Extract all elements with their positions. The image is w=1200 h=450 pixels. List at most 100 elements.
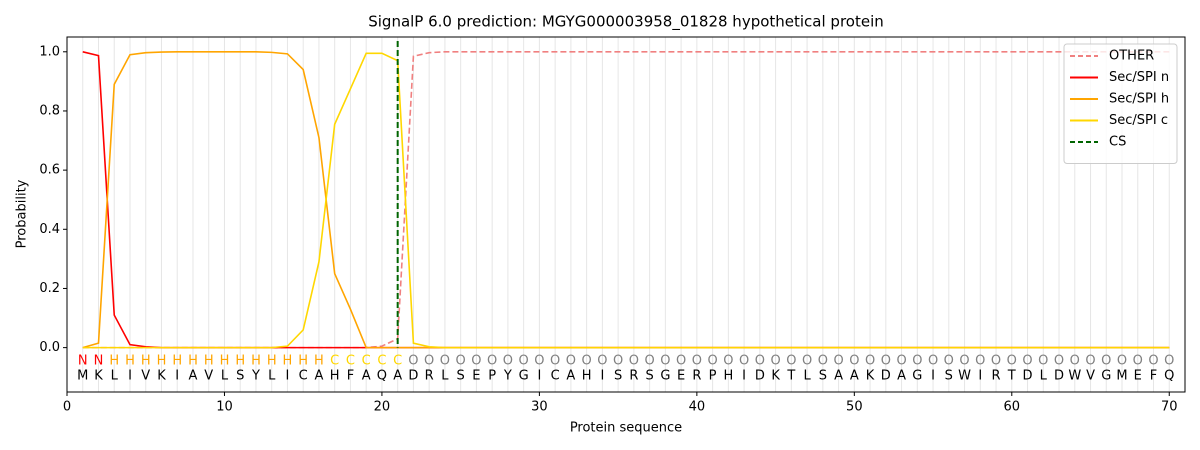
residue: G [1101,369,1111,384]
residue: K [157,369,166,384]
residue-label: H [188,354,198,369]
series-line [82,52,1170,349]
residue-label: O [519,354,529,369]
series-line [82,50,1170,349]
residue-label: O [676,354,686,369]
y-axis-label: Probability [15,179,30,248]
residue-label: O [582,354,592,369]
residue-label: O [1133,354,1143,369]
residue: G [912,369,922,384]
residue: S [645,369,653,384]
residue: L [1040,369,1048,384]
residue: G [660,369,670,384]
legend-label: OTHER [1109,49,1154,64]
residue: D [1054,369,1064,384]
residue-label: O [550,354,560,369]
residue-label: O [503,354,513,369]
residue-label: C [362,354,371,369]
residue-label: O [424,354,434,369]
residue: I [537,369,541,384]
legend: OTHER Sec/SPI n Sec/SPI h Sec/SPI c CS [1063,43,1178,164]
residue-label: O [991,354,1001,369]
residue-label: H [172,354,182,369]
residue-label: C [330,354,339,369]
residue-label: O [645,354,655,369]
residue-label: O [881,354,891,369]
residue: R [692,369,701,384]
residue-label: O [944,354,954,369]
residue: R [992,369,1001,384]
residue-label: O [1007,354,1017,369]
residue: Q [377,369,387,384]
residue: S [945,369,953,384]
residue: A [566,369,575,384]
residue-label: H [125,354,135,369]
residue: Y [251,369,260,384]
residue: L [268,369,276,384]
residue: I [978,369,982,384]
y-tick-label: 0.0 [39,340,60,355]
residue: S [236,369,244,384]
residue: D [755,369,765,384]
y-tick-label: 0.4 [39,222,60,237]
y-tick-label: 0.8 [39,103,60,118]
residue-label: O [959,354,969,369]
residue: L [111,369,119,384]
residue: I [600,369,604,384]
residue: R [629,369,638,384]
residue: D [1023,369,1033,384]
residue-label: O [1054,354,1064,369]
chart-title: SignalP 6.0 prediction: MGYG000003958_01… [368,13,884,32]
y-tick-label: 0.2 [39,281,60,296]
residue-label: N [78,354,88,369]
residue: I [931,369,935,384]
residue-label: O [1164,354,1174,369]
residue-label: O [755,354,765,369]
residue-label: C [393,354,402,369]
residue: K [94,369,103,384]
residue: K [866,369,875,384]
residue: L [441,369,449,384]
x-tick-label: 40 [689,400,706,415]
residue-label: O [471,354,481,369]
residue: F [347,369,354,384]
residue-label: O [566,354,576,369]
residue-label: O [534,354,544,369]
residue: S [614,369,622,384]
residue: T [1007,369,1016,384]
residue: C [551,369,560,384]
x-tick-label: 60 [1004,400,1021,415]
residue: G [519,369,529,384]
residue: M [77,369,88,384]
residue: H [582,369,592,384]
residue-label: O [896,354,906,369]
residue-label: O [707,354,717,369]
residue-label: O [456,354,466,369]
residue-label: O [1101,354,1111,369]
residue: P [488,369,496,384]
residue-label: O [912,354,922,369]
residue-label: H [298,354,308,369]
residue-label: O [613,354,623,369]
residue: L [803,369,811,384]
residue: V [1086,369,1095,384]
x-axis-label: Protein sequence [570,421,682,436]
residue-label: O [786,354,796,369]
residue: A [314,369,323,384]
residue: E [472,369,480,384]
residue-label: O [865,354,875,369]
residue-label: O [597,354,607,369]
residue: V [204,369,213,384]
residue: A [189,369,198,384]
residue-label: O [660,354,670,369]
residue: F [1150,369,1157,384]
residue: Y [503,369,512,384]
residue: P [709,369,717,384]
residue: T [786,369,795,384]
residue-label: H [157,354,167,369]
legend-label: Sec/SPI n [1109,70,1169,85]
x-tick-label: 10 [216,400,233,415]
residue-label: O [928,354,938,369]
residue-label: O [692,354,702,369]
